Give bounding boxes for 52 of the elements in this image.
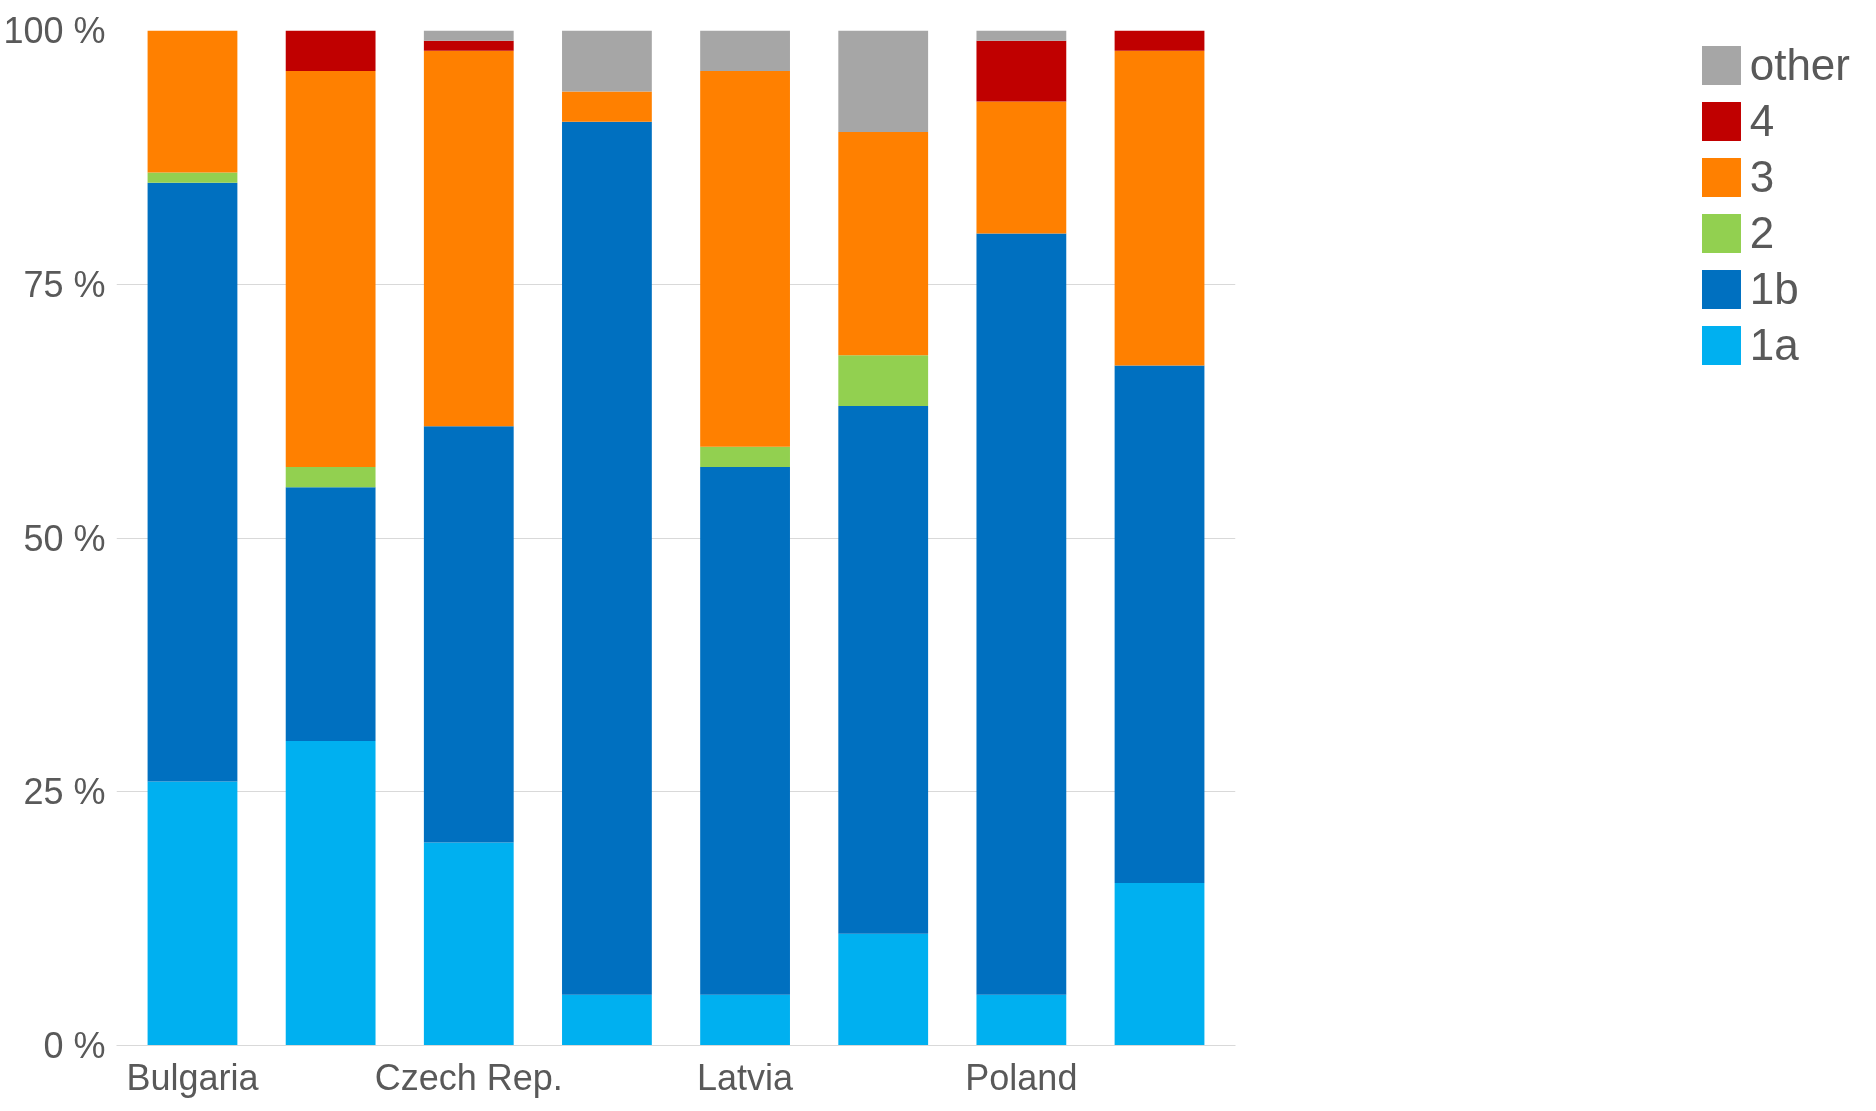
y-tick-label: 75 % [23, 263, 106, 305]
bar [1114, 30, 1205, 51]
x-tick-label: Latvia [697, 1056, 795, 1098]
legend-label: 3 [1749, 152, 1775, 202]
y-tick-label: 0 % [43, 1025, 106, 1066]
bar [285, 741, 376, 1046]
bar [423, 40, 514, 51]
bar [976, 101, 1067, 234]
bar [700, 71, 790, 447]
x-tick-label: Czech Rep. [374, 1056, 563, 1098]
bar [1114, 883, 1205, 1046]
bar [976, 994, 1067, 1046]
bar [976, 40, 1067, 102]
y-tick-label: 100 % [3, 10, 106, 51]
bar [285, 466, 376, 488]
bar [285, 71, 376, 467]
x-tick-label: Bulgaria [126, 1056, 260, 1098]
bar [838, 355, 929, 407]
bar [700, 466, 790, 995]
bar [562, 121, 652, 995]
bar [700, 30, 790, 72]
bar [1114, 50, 1205, 366]
bar [423, 30, 514, 41]
bar [147, 781, 238, 1046]
bar [700, 994, 790, 1046]
bar [285, 30, 376, 72]
bar [147, 182, 238, 782]
bar [423, 50, 514, 427]
bar [838, 132, 929, 356]
legend-label: 4 [1749, 96, 1775, 146]
bar [147, 30, 238, 173]
legend-label: 1a [1749, 320, 1799, 370]
bar [285, 487, 376, 741]
bar [976, 30, 1067, 41]
y-tick-label: 50 % [23, 517, 106, 559]
bar [562, 30, 652, 92]
bar [976, 233, 1067, 995]
bar [838, 406, 929, 934]
bar [838, 933, 929, 1046]
bar [700, 446, 790, 467]
bar [838, 30, 929, 132]
bar [562, 994, 652, 1046]
bar [423, 842, 514, 1046]
bar [562, 91, 652, 122]
legend-label: 1b [1749, 264, 1799, 314]
bar [423, 426, 514, 843]
bar [1114, 365, 1205, 884]
y-tick-label: 25 % [23, 771, 106, 813]
bar [147, 172, 238, 183]
legend-label: other [1749, 40, 1850, 90]
x-tick-label: Poland [965, 1056, 1078, 1098]
legend-label: 2 [1749, 208, 1775, 258]
